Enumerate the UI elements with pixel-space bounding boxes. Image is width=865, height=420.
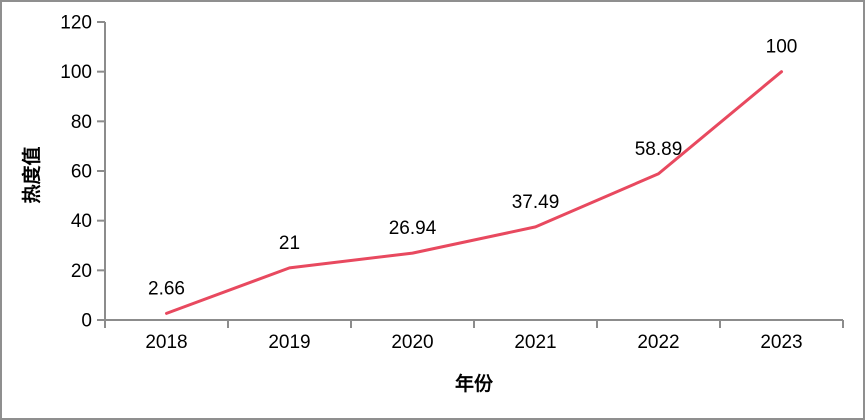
x-tick-label: 2019 [268, 332, 310, 353]
y-tick-label: 80 [71, 112, 92, 133]
labels-layer: 0 20 40 60 80 100 120 2018 2019 2020 2021 2022 2023 2… [60, 13, 802, 354]
y-tick-label: 20 [71, 261, 92, 282]
data-label: 100 [766, 37, 798, 58]
data-label: 37.49 [512, 192, 560, 213]
y-tick-label: 120 [60, 13, 92, 34]
x-tick-label: 2022 [637, 332, 679, 353]
y-tick-label: 0 [81, 311, 92, 332]
data-label: 21 [279, 233, 300, 254]
x-axis-title: 年份 [455, 372, 494, 395]
data-label: 58.89 [635, 139, 683, 160]
x-tick-label: 2021 [514, 332, 556, 353]
series-line [165, 70, 783, 315]
data-label: 26.94 [389, 218, 437, 239]
x-tick-label: 2020 [391, 332, 433, 353]
data-label: 2.66 [148, 278, 185, 299]
x-tick-label: 2023 [760, 332, 802, 353]
y-tick-label: 100 [60, 62, 92, 83]
y-axis-title: 热度值 [20, 146, 43, 203]
x-tick-label: 2018 [145, 332, 187, 353]
series-layer [165, 70, 783, 315]
y-tick-label: 60 [71, 162, 92, 183]
axes-layer [97, 21, 844, 328]
y-tick-label: 40 [71, 211, 92, 232]
